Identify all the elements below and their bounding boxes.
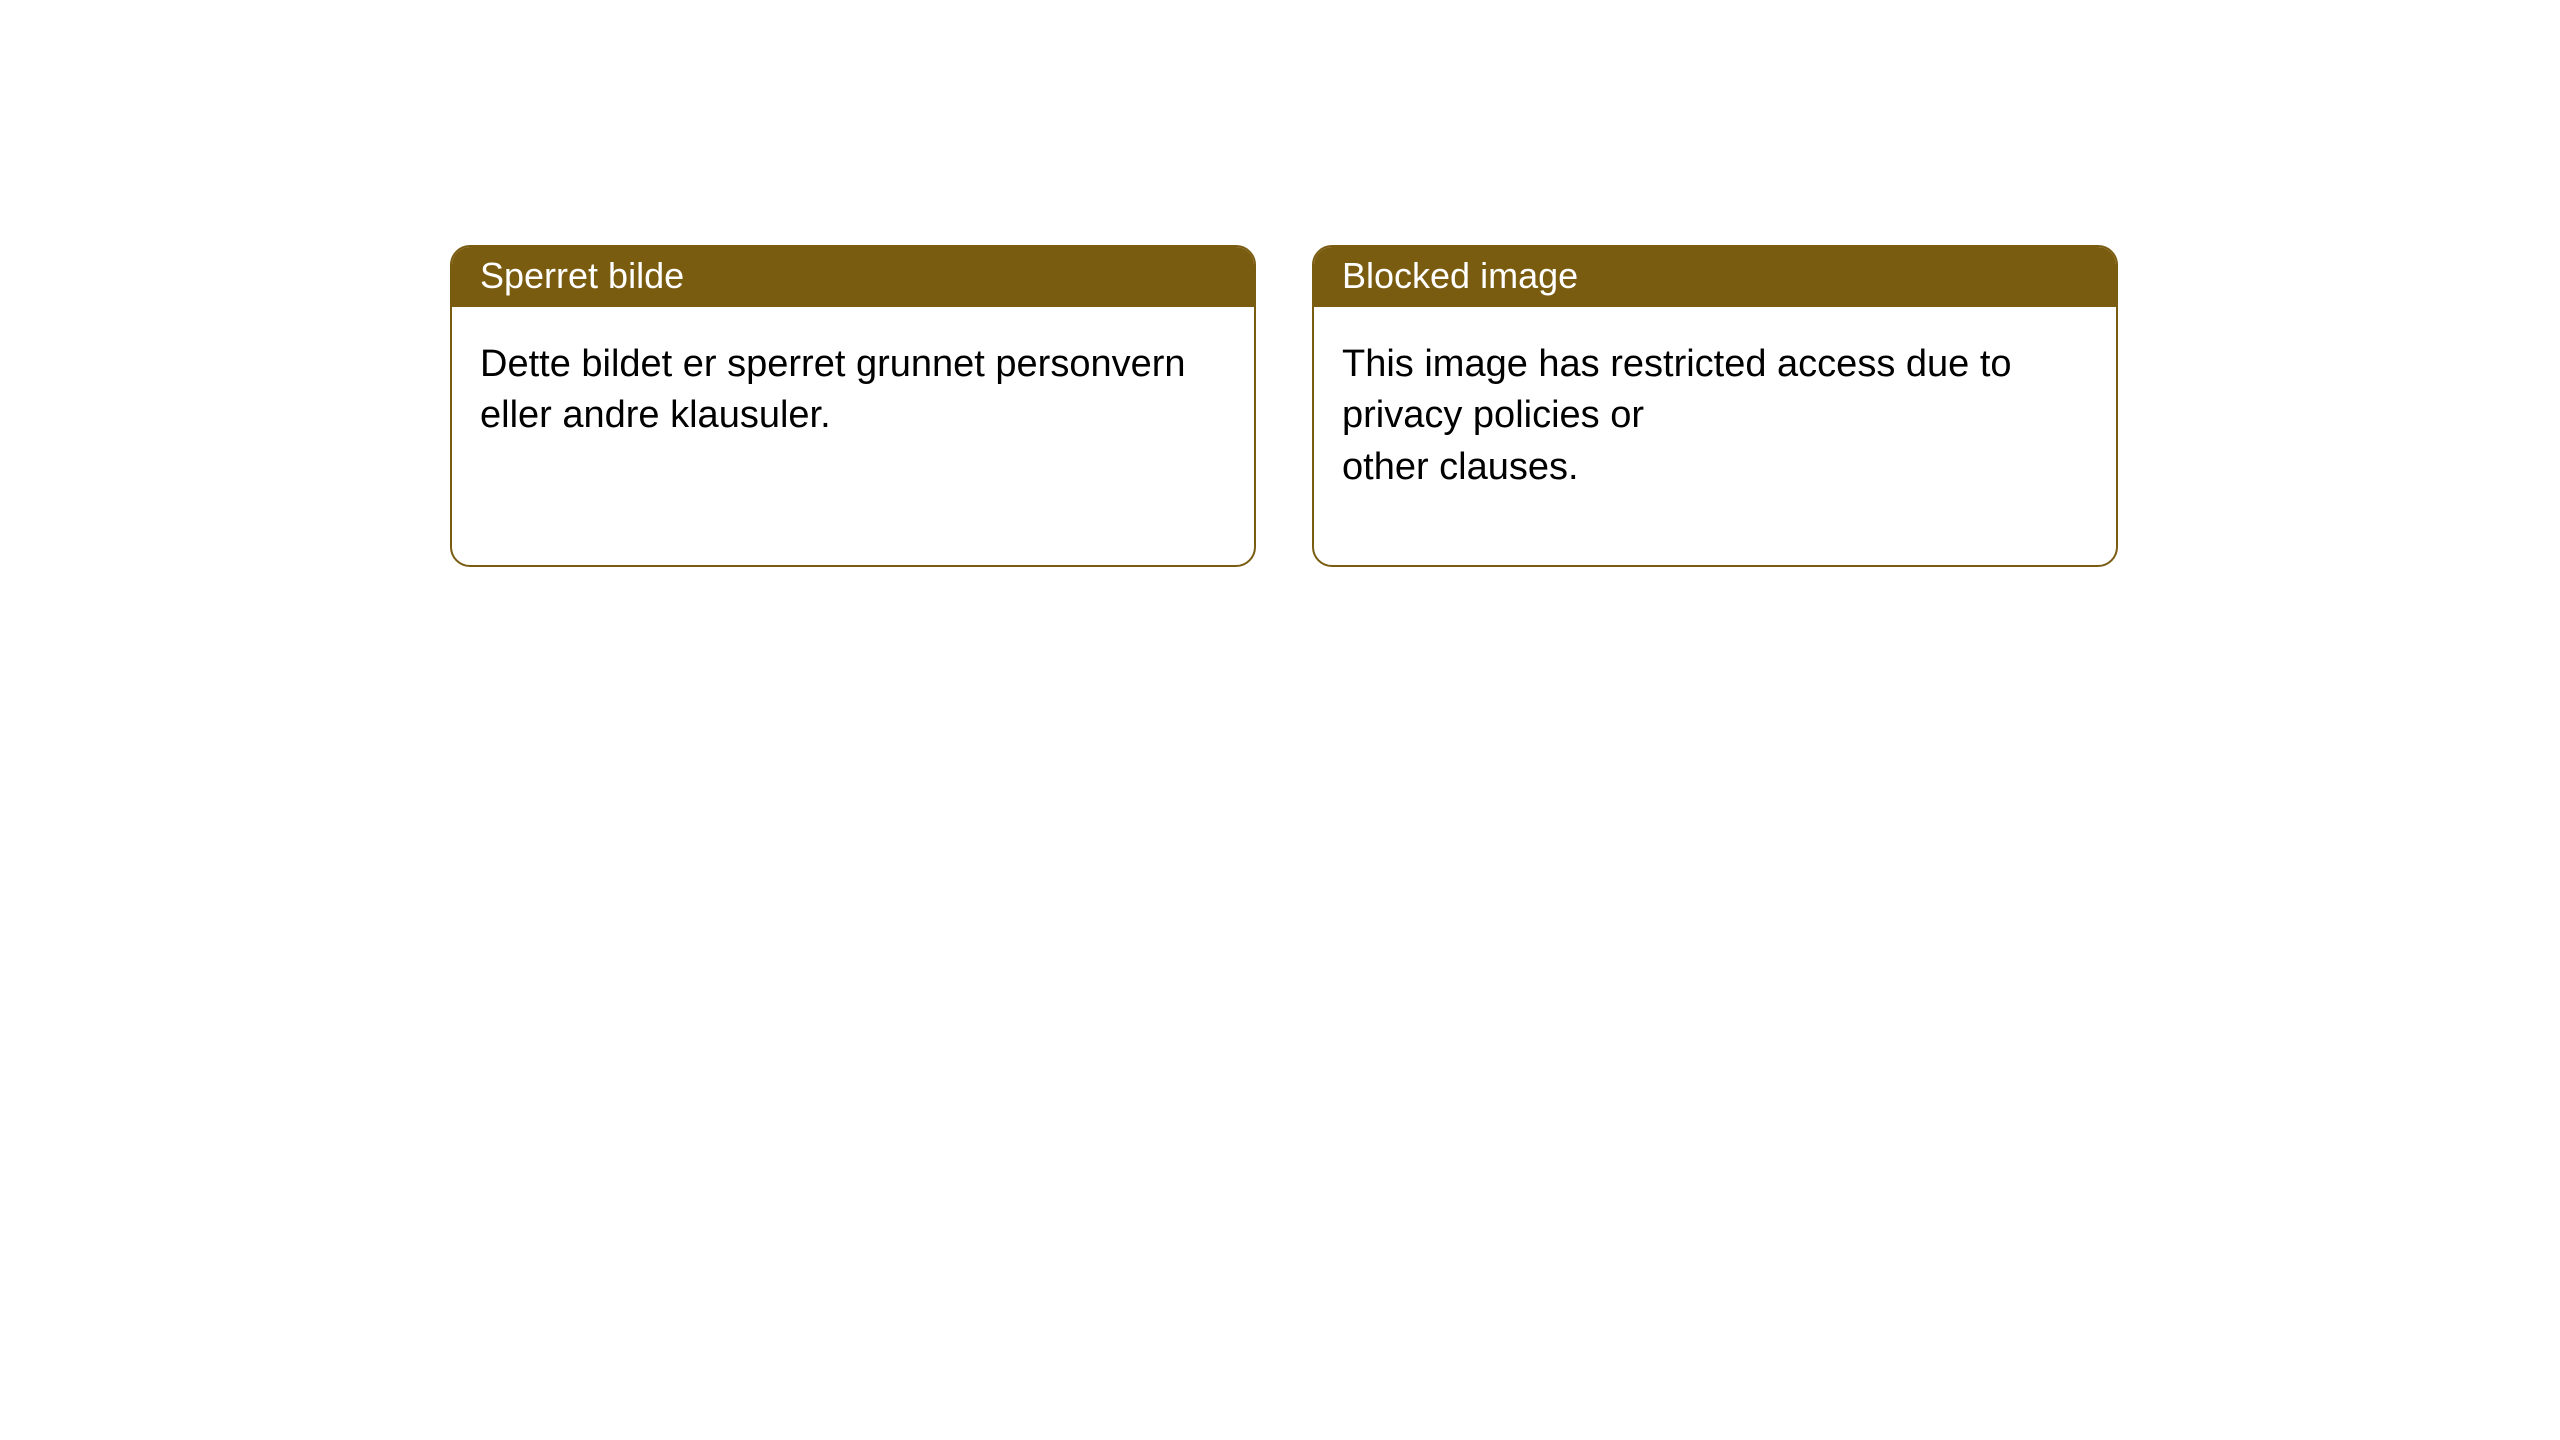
notice-container: Sperret bilde Dette bildet er sperret gr…: [0, 0, 2560, 567]
notice-title-norwegian: Sperret bilde: [452, 247, 1254, 307]
notice-card-norwegian: Sperret bilde Dette bildet er sperret gr…: [450, 245, 1256, 567]
notice-card-english: Blocked image This image has restricted …: [1312, 245, 2118, 567]
notice-body-english: This image has restricted access due to …: [1314, 307, 2116, 565]
notice-body-norwegian: Dette bildet er sperret grunnet personve…: [452, 307, 1254, 514]
notice-title-english: Blocked image: [1314, 247, 2116, 307]
